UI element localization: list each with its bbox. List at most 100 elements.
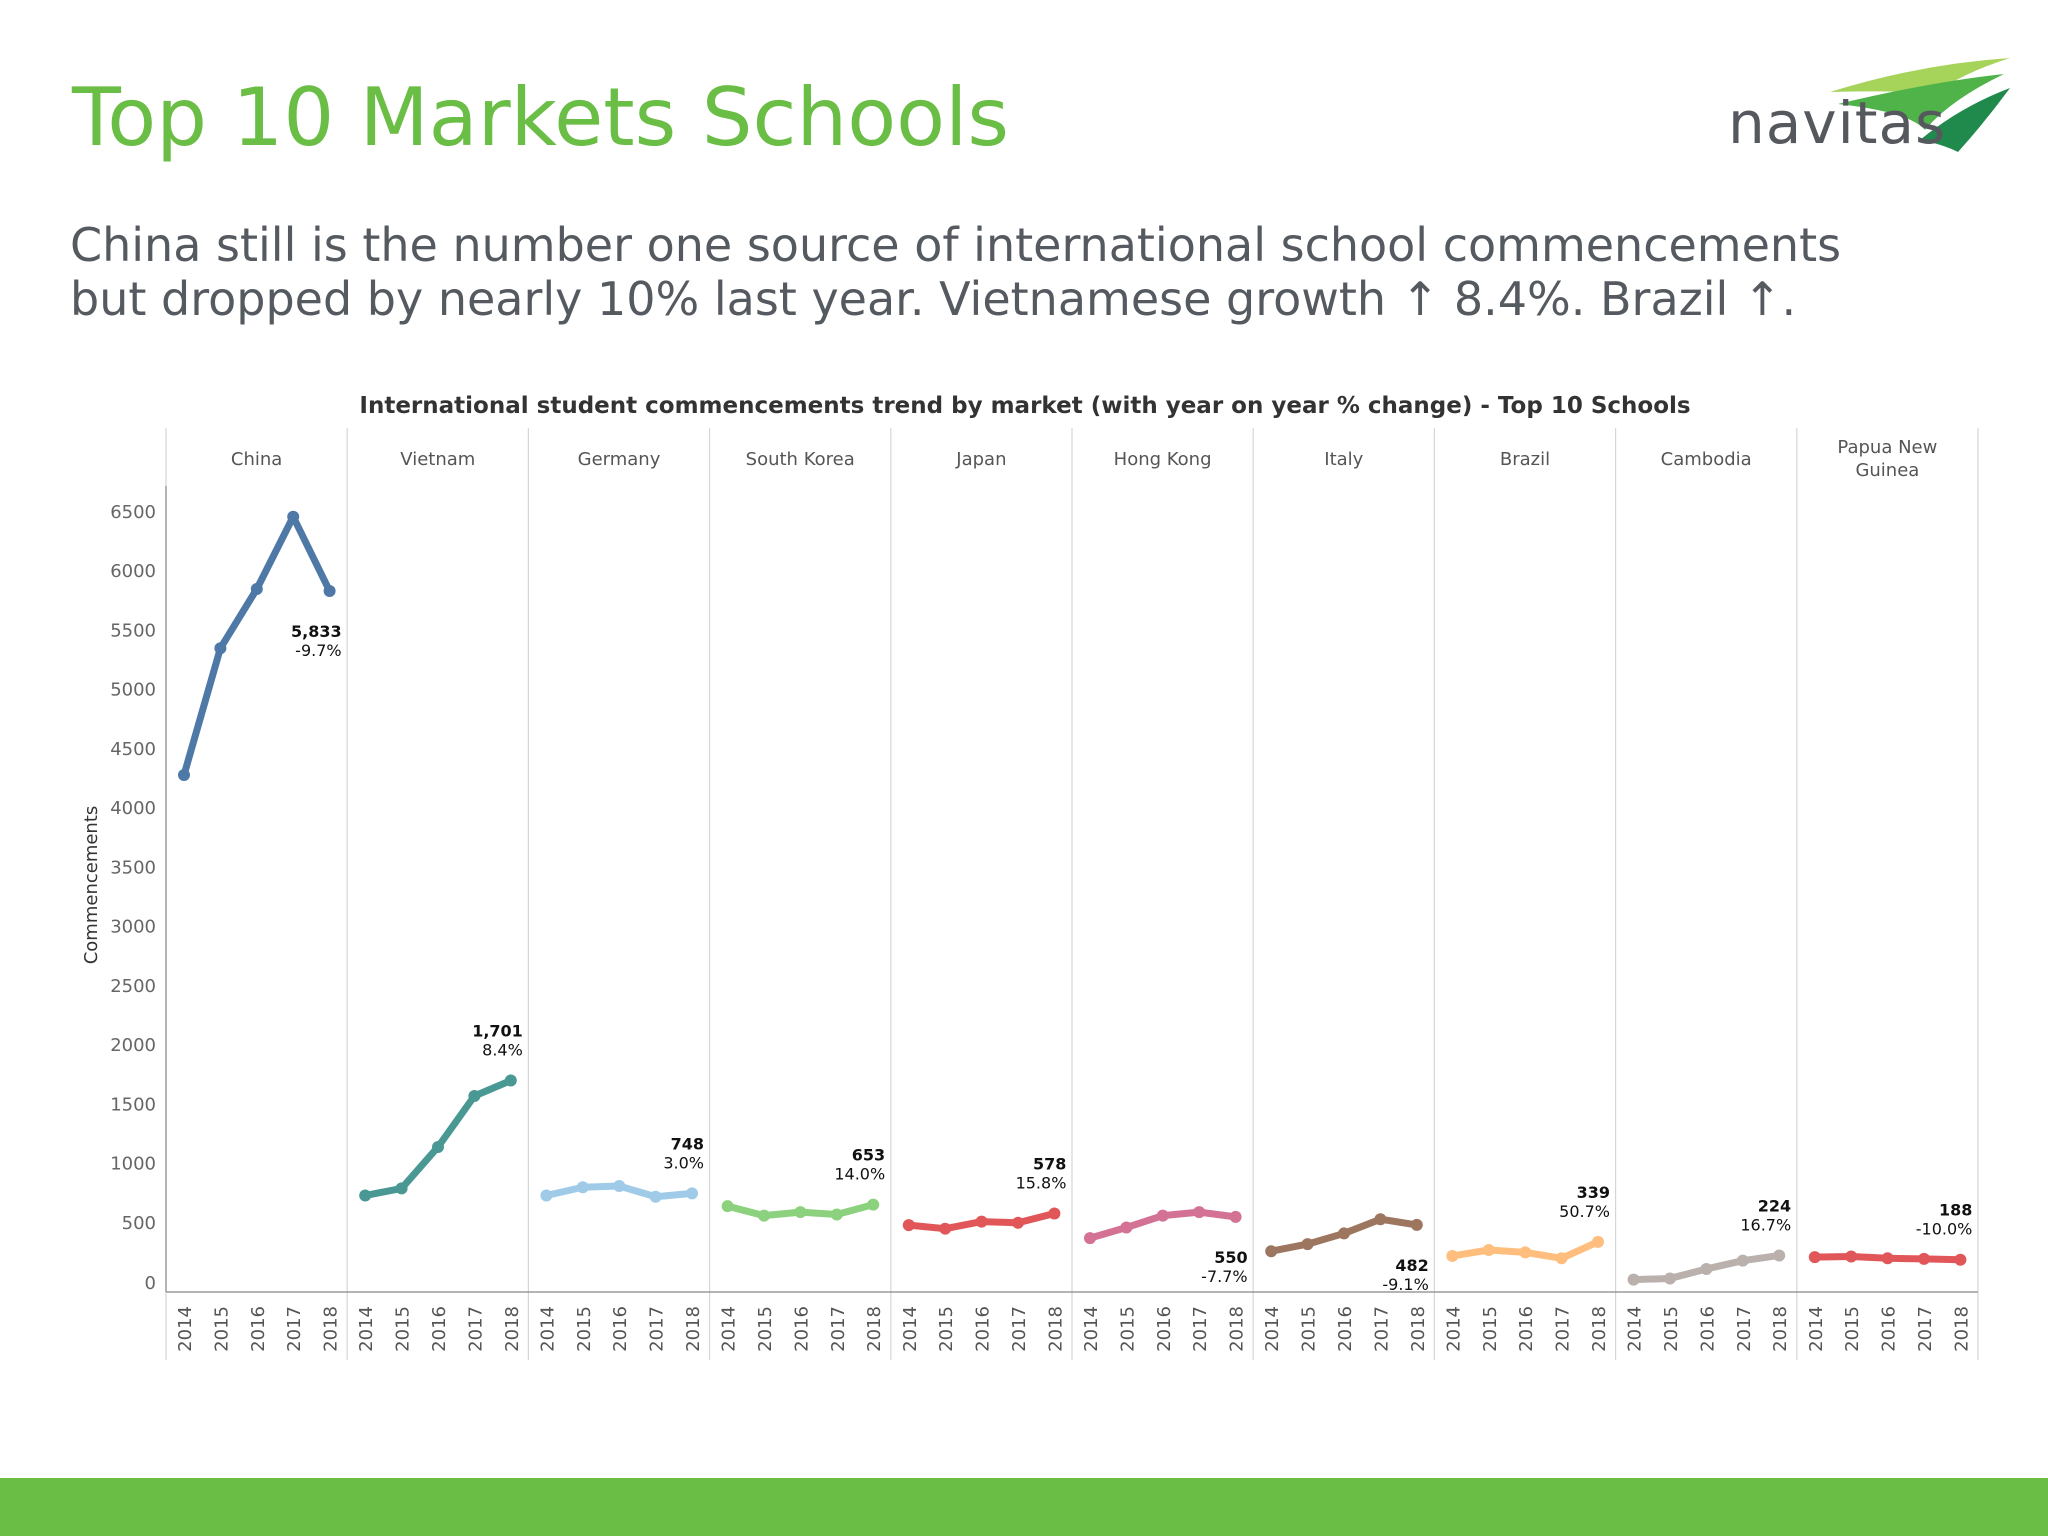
x-tick-label: 2017 (465, 1306, 486, 1352)
y-tick-label: 2500 (110, 976, 156, 997)
data-point-china (287, 510, 300, 523)
x-tick-label: 2018 (1589, 1306, 1610, 1352)
data-point-cambodia (1736, 1254, 1749, 1267)
subtitle-line-2: but dropped by nearly 10% last year. Vie… (70, 272, 1797, 326)
x-tick-label: 2017 (1371, 1306, 1392, 1352)
x-tick-label: 2017 (1553, 1306, 1574, 1352)
data-label-value-japan: 578 (1033, 1155, 1066, 1174)
data-label-change-papua-new-guinea: -10.0% (1916, 1220, 1973, 1239)
chart-title: International student commencements tren… (359, 393, 1690, 419)
y-tick-label: 0 (145, 1273, 156, 1294)
data-point-germany (576, 1181, 589, 1194)
data-point-vietnam (468, 1090, 481, 1103)
data-point-cambodia (1664, 1272, 1676, 1285)
x-tick-label: 2018 (321, 1306, 342, 1352)
data-label-value-china: 5,833 (291, 622, 342, 641)
x-tick-label: 2016 (1516, 1306, 1537, 1352)
x-tick-label: 2016 (248, 1306, 269, 1352)
data-label-change-vietnam: 8.4% (482, 1040, 523, 1059)
data-point-germany (540, 1189, 553, 1202)
panel-header-germany: Germany (578, 449, 661, 470)
y-tick-label: 4500 (110, 739, 156, 760)
data-point-italy (1338, 1227, 1350, 1240)
x-tick-label: 2017 (1734, 1306, 1755, 1352)
x-tick-label: 2015 (1117, 1306, 1138, 1352)
data-label-value-south-korea: 653 (852, 1146, 885, 1165)
x-tick-label: 2016 (791, 1306, 812, 1352)
data-point-japan (975, 1215, 988, 1228)
data-point-vietnam (359, 1189, 372, 1202)
data-point-brazil (1592, 1235, 1604, 1248)
data-point-south-korea (721, 1200, 734, 1213)
data-point-papua-new-guinea (1918, 1252, 1930, 1265)
data-point-south-korea (794, 1206, 807, 1219)
x-tick-label: 2018 (1770, 1306, 1791, 1352)
panel-header-italy: Italy (1324, 449, 1363, 470)
series-line-vietnam (361, 1076, 515, 1200)
data-point-brazil (1519, 1246, 1532, 1259)
x-tick-label: 2016 (973, 1306, 994, 1352)
logo-text: navitas (1728, 89, 1947, 157)
y-tick-label: 1500 (110, 1094, 156, 1115)
panel-header-china: China (231, 449, 282, 470)
data-point-italy (1301, 1238, 1314, 1251)
panel-header-cambodia: Cambodia (1661, 449, 1752, 470)
navitas-logo: navitas (1720, 52, 2020, 162)
x-tick-label: 2017 (1915, 1306, 1936, 1352)
data-point-papua-new-guinea (1881, 1252, 1894, 1265)
panel-header-papua-new-guinea: Papua New (1837, 437, 1937, 458)
data-label-value-cambodia: 224 (1758, 1196, 1791, 1215)
data-point-hong-kong (1120, 1221, 1133, 1234)
data-point-south-korea (867, 1198, 880, 1211)
x-tick-label: 2016 (1697, 1306, 1718, 1352)
data-point-hong-kong (1229, 1210, 1242, 1223)
x-tick-label: 2015 (936, 1306, 957, 1352)
y-tick-label: 3000 (110, 917, 156, 938)
x-tick-label: 2014 (719, 1306, 740, 1352)
panel-header-papua-new-guinea-line2: Guinea (1855, 460, 1919, 481)
x-tick-label: 2014 (1806, 1306, 1827, 1352)
data-label-value-germany: 748 (671, 1134, 704, 1153)
x-tick-label: 2018 (502, 1306, 523, 1352)
panel-header-south-korea: South Korea (746, 449, 855, 470)
x-tick-label: 2016 (429, 1306, 450, 1352)
panel-header-brazil: Brazil (1500, 449, 1550, 470)
data-point-italy (1410, 1218, 1423, 1231)
data-point-vietnam (395, 1182, 408, 1195)
y-tick-label: 500 (122, 1213, 156, 1234)
x-tick-label: 2017 (828, 1306, 849, 1352)
data-label-change-japan: 15.8% (1016, 1174, 1067, 1193)
y-tick-label: 4000 (110, 798, 156, 819)
data-label-value-italy: 482 (1395, 1256, 1428, 1275)
x-tick-label: 2016 (1335, 1306, 1356, 1352)
data-point-germany (649, 1190, 662, 1203)
data-point-brazil (1482, 1244, 1495, 1257)
y-tick-label: 1000 (110, 1154, 156, 1175)
x-tick-label: 2017 (647, 1306, 668, 1352)
data-point-south-korea (830, 1208, 843, 1221)
x-tick-label: 2018 (1408, 1306, 1429, 1352)
page-title: Top 10 Markets Schools (72, 71, 1010, 164)
x-tick-label: 2014 (1081, 1306, 1102, 1352)
data-point-germany (686, 1187, 698, 1200)
x-tick-label: 2018 (864, 1306, 885, 1352)
x-tick-label: 2018 (1951, 1306, 1972, 1352)
data-label-change-china: -9.7% (295, 641, 341, 660)
x-tick-label: 2018 (683, 1306, 704, 1352)
x-tick-label: 2015 (1480, 1306, 1501, 1352)
data-point-japan (902, 1219, 915, 1232)
x-tick-label: 2015 (574, 1306, 595, 1352)
x-tick-label: 2015 (1299, 1306, 1320, 1352)
x-tick-label: 2015 (211, 1306, 232, 1352)
data-point-china (323, 585, 336, 598)
data-point-cambodia (1700, 1262, 1713, 1275)
data-point-vietnam (504, 1074, 517, 1087)
data-point-brazil (1555, 1252, 1568, 1265)
swoosh-icon (1830, 58, 2010, 152)
data-point-japan (1048, 1207, 1061, 1220)
y-tick-label: 5000 (110, 680, 156, 701)
data-point-italy (1265, 1245, 1278, 1258)
data-point-china (250, 583, 263, 595)
data-point-hong-kong (1156, 1209, 1169, 1222)
data-label-change-germany: 3.0% (663, 1153, 704, 1172)
